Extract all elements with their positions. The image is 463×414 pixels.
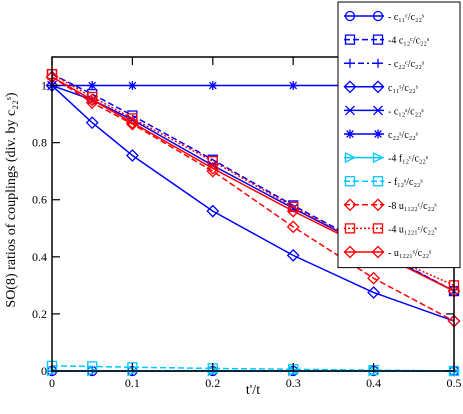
x-tick-label: 0.3 [286,376,301,390]
series-6-point [87,81,97,91]
legend-entry-1: - c₁₁ᶜ/c₂₂ˢ [344,10,424,23]
legend-entry-3: - c₂₂ᶜ/c₂₂ˢ [344,58,424,70]
series-8-line [51,365,455,372]
series-6-point [127,81,137,91]
series-11-point [125,116,139,130]
legend-label: - c₁₂ˢ/c₂₂ˢ [388,106,424,117]
legend-entry-9: -8 u₁₁₂₂ᶜ/c₂₂ˢ [343,198,437,212]
legend-marker [372,10,384,22]
legend-marker [373,58,383,68]
legend-marker [343,198,357,212]
legend-label: - c₁₁ᶜ/c₂₂ˢ [388,12,424,23]
legend-entry-2: -4 c₁₂ᶜ/c₂₂ˢ [344,34,429,47]
legend-label: -4 c₁₂ᶜ/c₂₂ˢ [388,36,429,47]
y-tick-label: 0.4 [32,250,47,264]
legend-marker [372,152,384,164]
legend-entry-8: - f₁₂ˢ/c₂₂ˢ [344,176,423,188]
legend-entry-7: -4 f₁₂ᶜ/c₂₂ˢ [344,152,428,165]
x-tick-label: 0.1 [125,376,140,390]
x-tick-label: 0 [49,376,55,390]
y-tick-label: 1 [41,79,47,93]
legend-marker [343,245,357,259]
legend-label: - c₂₂ᶜ/c₂₂ˢ [388,59,424,70]
legend-label: c₂₂ˢ/c₂₂ˢ [388,130,418,141]
legend-entry-4: c₁₁ˢ/c₂₂ˢ [343,80,418,94]
series-11-point [286,204,300,218]
legend-marker [343,80,357,94]
legend-entry-11: - u₁₂₂₁ˢ/c₂₂ˢ [343,245,431,259]
legend-label: c₁₁ˢ/c₂₂ˢ [388,83,418,94]
series-9-line [51,76,455,322]
series-4 [45,79,461,328]
series-4-point [206,204,220,218]
legend-marker [372,223,384,234]
series-6-point [208,81,218,91]
y-tick-label: 0.2 [32,307,47,321]
legend-marker [345,105,355,116]
legend: - c₁₁ᶜ/c₂₂ˢ -4 c₁₂ᶜ/c₂₂ˢ - c₂₂ᶜ/c₂₂ˢ c₁₁ˢ/c… [337,1,461,269]
legend-box [337,1,461,269]
legend-marker [344,176,356,187]
legend-label: - f₁₂ˢ/c₂₂ˢ [388,177,423,188]
legend-marker [344,223,356,234]
legend-entry-10: -4 u₁₂₂₁ᶜ/c₂₂ˢ [344,223,437,235]
legend-marker [345,58,355,68]
x-tick-label: 0.4 [366,376,381,390]
series-4-point [125,149,139,162]
series-9-point [367,271,381,285]
series-8 [46,360,460,377]
y-tick-label: 0.6 [32,193,47,207]
legend-marker [371,80,385,94]
legend-marker [372,34,384,45]
series-8-point [127,362,138,373]
series-4-point [85,116,99,130]
legend-label: -4 u₁₂₂₁ᶜ/c₂₂ˢ [388,224,437,235]
legend-marker [344,10,356,22]
series-11-point [85,93,99,107]
series-4-line [51,84,455,322]
legend-marker [372,176,384,187]
x-tick-label: 0.5 [447,376,462,390]
x-tick-label: 0.2 [205,376,220,390]
legend-entry-6: c₂₂ˢ/c₂₂ˢ [344,129,418,141]
x-axis-label: t'/t [246,383,260,398]
legend-label: - u₁₂₂₁ˢ/c₂₂ˢ [388,248,431,259]
legend-label: -8 u₁₁₂₂ᶜ/c₂₂ˢ [388,201,437,212]
series-9-point [286,220,300,234]
legend-label: -4 f₁₂ᶜ/c₂₂ˢ [388,154,428,165]
series-4-point [286,248,300,262]
legend-marker [344,34,356,45]
legend-marker [371,245,385,259]
legend-entry-5: - c₁₂ˢ/c₂₂ˢ [344,105,424,117]
series-10-point [207,156,218,167]
series-11-point [206,161,220,175]
legend-marker [344,152,356,164]
legend-marker [373,129,383,139]
y-tick-label: 0 [41,364,47,378]
series-4-point [367,286,381,299]
y-tick-label: 0.8 [32,136,47,150]
y-axis-label: SO(8) ratios of couplings (div. by c₂₂ˢ) [4,92,19,308]
legend-marker [345,129,355,139]
legend-marker [371,198,385,212]
series-6-point [288,81,298,91]
legend-marker [373,105,383,116]
